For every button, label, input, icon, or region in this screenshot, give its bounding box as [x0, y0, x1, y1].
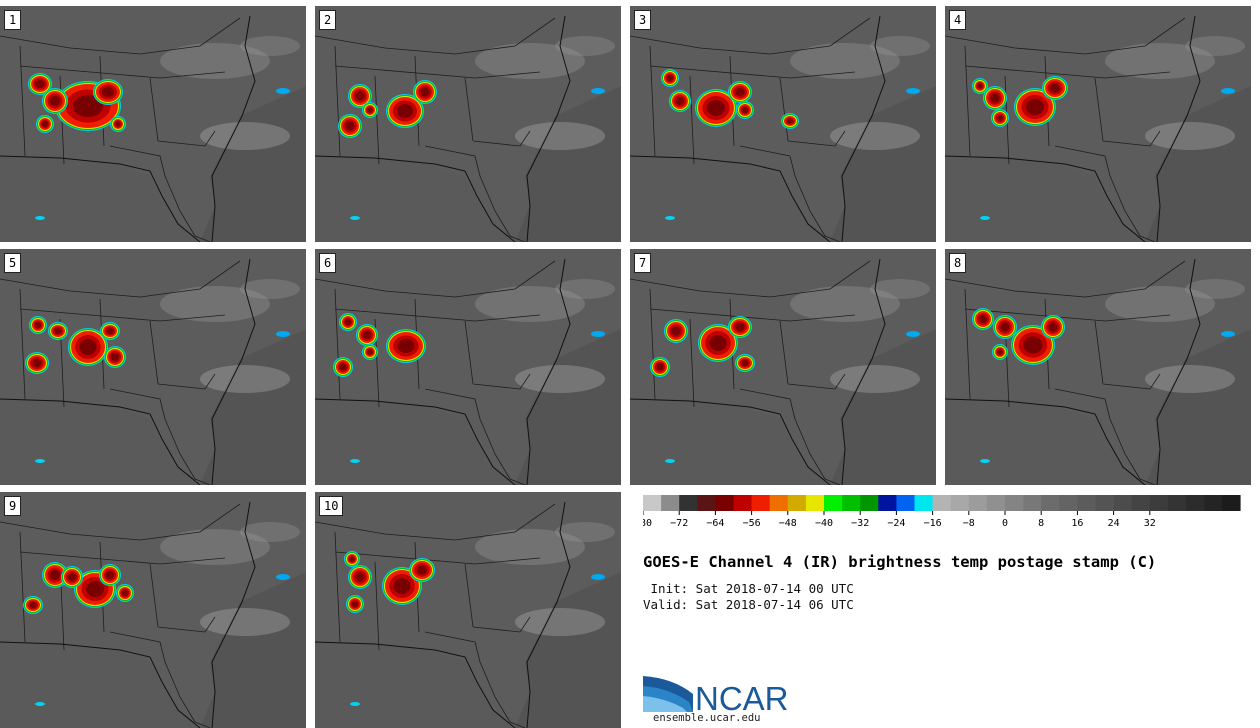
postage-stamp-panel: 5	[0, 249, 306, 485]
figure-title: GOES-E Channel 4 (IR) brightness temp po…	[643, 553, 1157, 571]
colorbar-swatch	[1059, 495, 1078, 511]
colorbar-swatch	[950, 495, 970, 511]
colorbar-swatch	[1077, 495, 1096, 511]
colorbar-swatch	[824, 495, 843, 511]
postage-stamp-panel: 4	[945, 6, 1251, 242]
ir-satellite-map	[315, 15, 621, 242]
colorbar-swatch	[986, 495, 1006, 511]
colorbar-tick-label: 0	[1002, 518, 1008, 529]
colorbar-swatch	[1023, 495, 1042, 511]
colorbar-swatch	[1041, 495, 1060, 511]
panel-label: 4	[949, 10, 967, 30]
ir-satellite-map	[630, 15, 936, 242]
colorbar-tick-label: 8	[1038, 518, 1044, 529]
colorbar-swatch	[1149, 495, 1169, 511]
colorbar-swatch	[860, 495, 879, 511]
postage-stamp-panel: 1	[0, 6, 306, 242]
colorbar-tick-label: −8	[963, 518, 975, 529]
colorbar-tick-label: 32	[1144, 518, 1156, 529]
ir-satellite-map	[0, 501, 306, 728]
ir-satellite-map	[945, 258, 1251, 485]
colorbar-tick-label: 16	[1071, 518, 1083, 529]
colorbar-swatch	[878, 495, 897, 511]
ir-satellite-map	[630, 258, 936, 485]
panel-label: 8	[949, 253, 967, 273]
colorbar-swatch	[679, 495, 698, 511]
postage-stamp-panel: 2	[315, 6, 621, 242]
colorbar-tick-label: −32	[851, 518, 869, 529]
colorbar-tick-label: −40	[815, 518, 833, 529]
ncar-logo-text: NCAR	[695, 680, 789, 714]
ncar-logo: NCAR	[643, 676, 789, 714]
panel-label: 9	[4, 496, 22, 516]
panel-label: 2	[319, 10, 337, 30]
panel-label: 5	[4, 253, 22, 273]
ir-satellite-map	[315, 258, 621, 485]
colorbar-swatch	[643, 495, 662, 511]
colorbar-swatch	[1204, 495, 1223, 511]
colorbar-swatch	[715, 495, 734, 511]
ir-satellite-map	[0, 15, 306, 242]
postage-stamp-panel: 8	[945, 249, 1251, 485]
postage-stamp-panel: 10	[315, 492, 621, 728]
colorbar-swatch	[914, 495, 933, 511]
panel-label: 3	[634, 10, 652, 30]
colorbar-swatch	[733, 495, 752, 511]
panel-label: 1	[4, 10, 22, 30]
postage-stamp-panel: 9	[0, 492, 306, 728]
colorbar-tick-label: −24	[887, 518, 905, 529]
colorbar-swatch	[896, 495, 915, 511]
colorbar-swatch	[1113, 495, 1132, 511]
colorbar-swatch	[968, 495, 988, 511]
colorbar-swatch	[661, 495, 680, 511]
colorbar-tick-label: −56	[743, 518, 761, 529]
colorbar-tick-label: −72	[670, 518, 688, 529]
colorbar-swatch	[1167, 495, 1187, 511]
colorbar-swatch	[1095, 495, 1114, 511]
colorbar-swatch	[932, 495, 951, 511]
panel-label: 10	[319, 496, 344, 516]
ensemble-url: ensemble.ucar.edu	[653, 712, 761, 724]
ir-satellite-map	[315, 501, 621, 728]
colorbar-tick-label: −16	[924, 518, 942, 529]
colorbar-swatch	[1222, 495, 1241, 511]
valid-time: Valid: Sat 2018-07-14 06 UTC	[643, 597, 854, 612]
colorbar-swatch	[751, 495, 770, 511]
colorbar-swatch	[787, 495, 807, 511]
colorbar-tick-label: −80	[643, 518, 652, 529]
colorbar-swatch	[769, 495, 789, 511]
postage-stamp-panel: 7	[630, 249, 936, 485]
ir-satellite-map	[0, 258, 306, 485]
colorbar-swatch	[1005, 495, 1024, 511]
colorbar-tick-label: −64	[706, 518, 724, 529]
panel-label: 7	[634, 253, 652, 273]
colorbar-swatch	[1131, 495, 1151, 511]
postage-stamp-panel: 6	[315, 249, 621, 485]
panel-label: 6	[319, 253, 337, 273]
colorbar-tick-label: 24	[1108, 518, 1120, 529]
ir-satellite-map	[945, 15, 1251, 242]
colorbar-tick-label: −48	[779, 518, 797, 529]
colorbar-swatch	[697, 495, 716, 511]
colorbar-swatch	[842, 495, 861, 511]
postage-stamp-panel: 3	[630, 6, 936, 242]
colorbar-swatch	[1186, 495, 1205, 511]
colorbar-swatch	[805, 495, 825, 511]
init-time: Init: Sat 2018-07-14 00 UTC	[643, 581, 854, 596]
